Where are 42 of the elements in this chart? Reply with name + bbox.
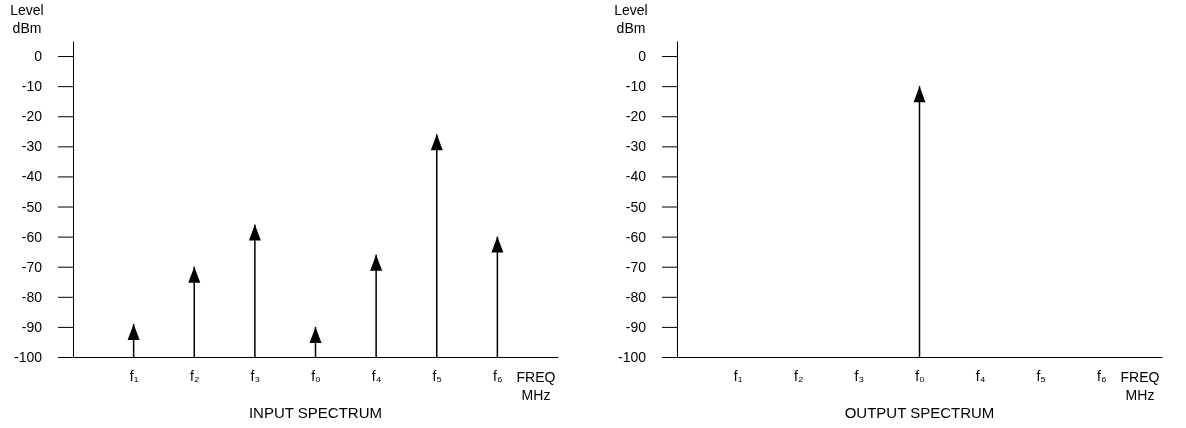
- x-tick-label: f₃: [250, 367, 261, 384]
- y-tick-label: -70: [21, 258, 43, 275]
- x-tick-label: f₂: [190, 367, 200, 384]
- x-tick-label: f₅: [1036, 367, 1047, 384]
- x-tick-label: f₀: [915, 367, 926, 384]
- x-tick-label: f₃: [854, 367, 865, 384]
- text: INPUT SPECTRUM: [248, 404, 383, 421]
- y-tick-label: -90: [625, 318, 647, 335]
- y-tick-label: -30: [625, 138, 647, 155]
- x-axis-title: FREQ MHz: [1120, 369, 1160, 403]
- x-tick-label: f₁: [129, 367, 139, 384]
- y-tick-label: 0: [638, 48, 647, 65]
- y-tick-label: -80: [21, 288, 43, 305]
- y-tick-label: -10: [625, 78, 647, 95]
- y-tick-label: -50: [21, 198, 43, 215]
- x-tick-label: f₄: [975, 367, 986, 384]
- x-tick-label: f₁: [733, 367, 743, 384]
- y-tick-label: -10: [21, 78, 43, 95]
- y-tick-label: -60: [625, 228, 647, 245]
- y-tick-label: -60: [21, 228, 43, 245]
- y-tick-label: -50: [625, 198, 647, 215]
- y-tick-label: -80: [625, 288, 647, 305]
- y-tick-label: -70: [625, 258, 647, 275]
- y-axis-title: Level dBm: [10, 2, 44, 36]
- y-tick-label: -30: [21, 138, 43, 155]
- y-axis-title: Level dBm: [614, 2, 648, 36]
- y-tick-label: -100: [13, 348, 43, 365]
- x-tick-label: f₆: [493, 367, 503, 384]
- x-tick-label: f₀: [311, 367, 322, 384]
- y-tick-label: -100: [617, 348, 647, 365]
- y-tick-label: -20: [625, 108, 647, 125]
- x-tick-label: f₂: [794, 367, 804, 384]
- text: OUTPUT SPECTRUM: [844, 404, 995, 421]
- x-tick-label: f₆: [1097, 367, 1107, 384]
- y-tick-label: -90: [21, 318, 43, 335]
- y-tick-label: 0: [34, 48, 43, 65]
- y-tick-label: -40: [21, 168, 43, 185]
- y-tick-label: -20: [21, 108, 43, 125]
- x-axis-title: FREQ MHz: [516, 369, 556, 403]
- y-tick-label: -40: [625, 168, 647, 185]
- x-tick-label: f₅: [432, 367, 443, 384]
- x-tick-label: f₄: [371, 367, 382, 384]
